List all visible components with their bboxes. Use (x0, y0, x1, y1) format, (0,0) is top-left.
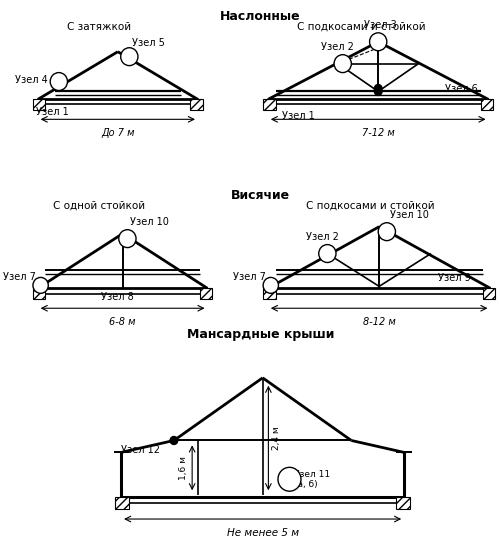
Circle shape (263, 278, 278, 293)
Text: Узел 11
(а, б): Узел 11 (а, б) (294, 470, 330, 489)
Circle shape (374, 87, 382, 96)
Circle shape (120, 48, 138, 66)
Polygon shape (116, 497, 129, 509)
Polygon shape (190, 99, 202, 110)
Text: До 7 м: До 7 м (101, 129, 134, 138)
Text: С подкосами и стойкой: С подкосами и стойкой (306, 201, 435, 211)
Text: Узел 7: Узел 7 (3, 272, 36, 282)
Circle shape (374, 85, 382, 92)
Circle shape (318, 245, 336, 262)
Text: Узел 10: Узел 10 (390, 210, 428, 220)
Text: Узел 1: Узел 1 (36, 107, 68, 117)
Text: Мансардные крыши: Мансардные крыши (186, 328, 334, 341)
Circle shape (119, 230, 136, 247)
Text: 7-12 м: 7-12 м (362, 129, 394, 138)
Text: Узел 2: Узел 2 (306, 232, 339, 241)
Text: Узел 5: Узел 5 (132, 38, 165, 48)
Text: 8-12 м: 8-12 м (363, 317, 396, 327)
Circle shape (378, 222, 396, 241)
Text: Узел 7: Узел 7 (233, 272, 266, 282)
Text: С подкосами и стойкой: С подкосами и стойкой (296, 22, 426, 32)
Text: Узел 3: Узел 3 (364, 20, 396, 30)
Text: Висячие: Висячие (230, 189, 290, 202)
Polygon shape (396, 497, 410, 509)
Text: 2,4 м: 2,4 м (272, 426, 281, 450)
Text: Узел 2: Узел 2 (322, 42, 354, 52)
Text: С одной стойкой: С одной стойкой (53, 201, 145, 211)
Polygon shape (263, 288, 276, 299)
Text: Узел 8: Узел 8 (102, 292, 134, 302)
Text: 1,6 м: 1,6 м (180, 456, 188, 480)
Polygon shape (33, 99, 46, 110)
Circle shape (170, 436, 178, 444)
Circle shape (278, 467, 301, 491)
Text: Узел 4: Узел 4 (14, 75, 48, 85)
Circle shape (33, 278, 48, 293)
Polygon shape (481, 99, 494, 110)
Text: Узел 12: Узел 12 (120, 446, 160, 455)
Polygon shape (263, 99, 276, 110)
Circle shape (370, 33, 387, 51)
Text: 6-8 м: 6-8 м (110, 317, 136, 327)
Text: Не менее 5 м: Не менее 5 м (226, 528, 298, 538)
Text: Узел 1: Узел 1 (282, 111, 315, 122)
Circle shape (50, 72, 68, 91)
Circle shape (334, 55, 351, 72)
Text: Узел 9: Узел 9 (438, 273, 470, 284)
Polygon shape (482, 288, 495, 299)
Text: Узел 10: Узел 10 (130, 217, 169, 227)
Polygon shape (33, 288, 46, 299)
Polygon shape (200, 288, 212, 299)
Text: Наслонные: Наслонные (220, 10, 300, 23)
Text: С затяжкой: С затяжкой (67, 22, 131, 32)
Text: Узел 6: Узел 6 (446, 84, 478, 94)
